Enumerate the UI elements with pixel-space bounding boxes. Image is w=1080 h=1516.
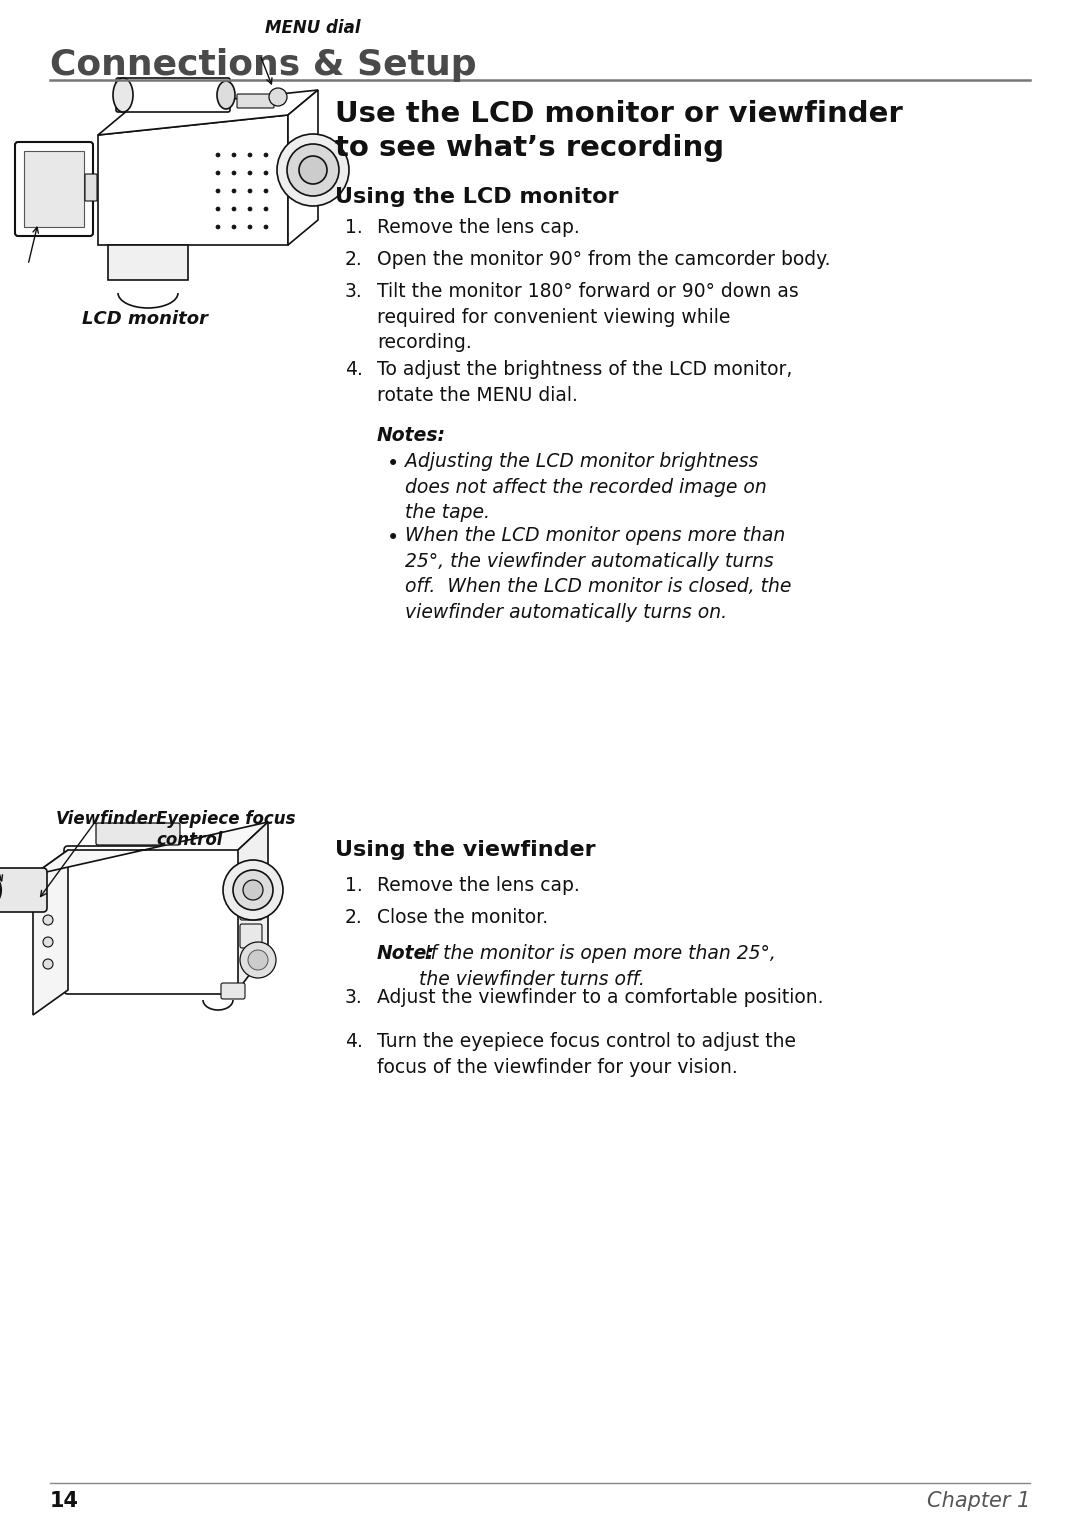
Text: 2.: 2. (345, 908, 363, 926)
Text: Remove the lens cap.: Remove the lens cap. (377, 876, 580, 894)
Text: Eyepiece focus
control: Eyepiece focus control (156, 810, 296, 849)
Text: When the LCD monitor opens more than
25°, the viewfinder automatically turns
off: When the LCD monitor opens more than 25°… (405, 526, 792, 622)
Circle shape (248, 171, 252, 174)
Ellipse shape (217, 80, 235, 109)
Circle shape (269, 88, 287, 106)
Circle shape (248, 208, 252, 211)
FancyBboxPatch shape (15, 143, 93, 236)
Circle shape (232, 208, 237, 211)
FancyBboxPatch shape (221, 982, 245, 999)
Circle shape (264, 153, 268, 158)
Circle shape (216, 224, 220, 229)
Circle shape (232, 190, 237, 193)
Circle shape (240, 941, 276, 978)
Text: Adjust the viewfinder to a comfortable position.: Adjust the viewfinder to a comfortable p… (377, 988, 824, 1007)
Circle shape (233, 870, 273, 910)
Circle shape (43, 937, 53, 948)
Text: 3.: 3. (345, 282, 363, 302)
Text: Note:: Note: (377, 944, 435, 963)
Circle shape (248, 951, 268, 970)
Text: Viewfinder: Viewfinder (56, 810, 158, 828)
Circle shape (216, 208, 220, 211)
Text: Open the monitor 90° from the camcorder body.: Open the monitor 90° from the camcorder … (377, 250, 831, 268)
Text: Chapter 1: Chapter 1 (927, 1492, 1030, 1511)
Circle shape (287, 144, 339, 196)
Polygon shape (33, 822, 268, 875)
Circle shape (248, 153, 252, 158)
Circle shape (232, 171, 237, 174)
Text: Close the monitor.: Close the monitor. (377, 908, 549, 926)
Text: Using the viewfinder: Using the viewfinder (335, 840, 596, 860)
Text: Remove the lens cap.: Remove the lens cap. (377, 218, 580, 236)
Text: •: • (387, 453, 400, 475)
Circle shape (264, 208, 268, 211)
Circle shape (264, 190, 268, 193)
Polygon shape (98, 115, 288, 246)
FancyBboxPatch shape (64, 846, 242, 994)
Polygon shape (98, 89, 318, 135)
Circle shape (43, 960, 53, 969)
Circle shape (243, 879, 264, 901)
FancyBboxPatch shape (237, 94, 274, 108)
Text: 2.: 2. (345, 250, 363, 268)
Text: 4.: 4. (345, 359, 363, 379)
Text: Use the LCD monitor or viewfinder: Use the LCD monitor or viewfinder (335, 100, 903, 127)
Circle shape (232, 153, 237, 158)
Circle shape (248, 224, 252, 229)
FancyBboxPatch shape (96, 823, 180, 844)
FancyBboxPatch shape (240, 923, 262, 948)
Circle shape (248, 190, 252, 193)
Text: •: • (387, 528, 400, 547)
Circle shape (276, 133, 349, 206)
Circle shape (216, 153, 220, 158)
Polygon shape (288, 89, 318, 246)
Text: 1.: 1. (345, 876, 363, 894)
Text: 14: 14 (50, 1492, 79, 1511)
Circle shape (216, 171, 220, 174)
Circle shape (43, 916, 53, 925)
Text: If the monitor is open more than 25°,
the viewfinder turns off.: If the monitor is open more than 25°, th… (419, 944, 775, 988)
Ellipse shape (113, 77, 133, 112)
FancyBboxPatch shape (240, 869, 262, 891)
Text: Tilt the monitor 180° forward or 90° down as
required for convenient viewing whi: Tilt the monitor 180° forward or 90° dow… (377, 282, 799, 353)
Circle shape (264, 224, 268, 229)
Text: 4.: 4. (345, 1032, 363, 1051)
Text: Connections & Setup: Connections & Setup (50, 49, 476, 82)
FancyBboxPatch shape (240, 896, 262, 920)
Text: to see what’s recording: to see what’s recording (335, 133, 724, 162)
Polygon shape (238, 822, 268, 990)
Polygon shape (108, 246, 188, 280)
Circle shape (232, 224, 237, 229)
Polygon shape (33, 850, 68, 1016)
Text: To adjust the brightness of the LCD monitor,
rotate the MENU dial.: To adjust the brightness of the LCD moni… (377, 359, 793, 405)
FancyBboxPatch shape (0, 869, 48, 913)
FancyBboxPatch shape (116, 77, 230, 112)
Text: Adjusting the LCD monitor brightness
does not affect the recorded image on
the t: Adjusting the LCD monitor brightness doe… (405, 452, 767, 523)
Circle shape (299, 156, 327, 183)
Circle shape (222, 860, 283, 920)
FancyBboxPatch shape (85, 174, 97, 202)
Text: Notes:: Notes: (377, 426, 446, 446)
Text: MENU dial: MENU dial (265, 20, 361, 36)
Text: Using the LCD monitor: Using the LCD monitor (335, 186, 619, 208)
Text: Turn the eyepiece focus control to adjust the
focus of the viewfinder for your v: Turn the eyepiece focus control to adjus… (377, 1032, 796, 1076)
Text: 1.: 1. (345, 218, 363, 236)
FancyBboxPatch shape (24, 152, 84, 227)
Circle shape (216, 190, 220, 193)
Text: 3.: 3. (345, 988, 363, 1007)
Circle shape (264, 171, 268, 174)
Text: LCD monitor: LCD monitor (82, 309, 208, 327)
